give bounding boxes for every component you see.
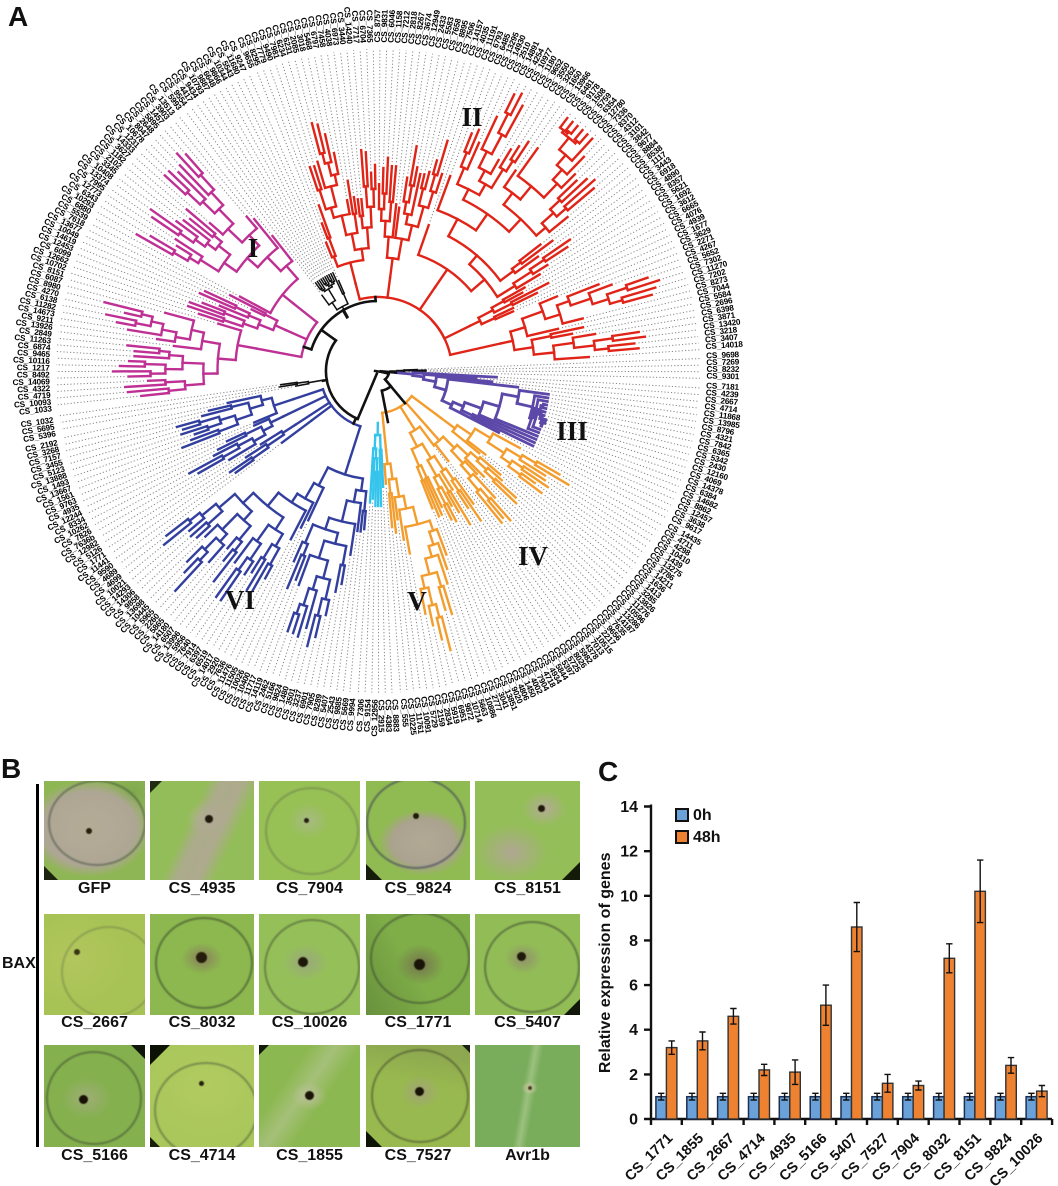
svg-text:CS_1158: CS_1158 bbox=[393, 10, 404, 43]
svg-text:CS_9154: CS_9154 bbox=[362, 699, 372, 733]
svg-text:CS_9698: CS_9698 bbox=[706, 350, 740, 360]
svg-text:CS_555: CS_555 bbox=[399, 698, 410, 728]
svg-text:CS_14018: CS_14018 bbox=[705, 340, 743, 351]
svg-text:CS_4383: CS_4383 bbox=[384, 699, 394, 733]
svg-text:CS_7269: CS_7269 bbox=[706, 358, 740, 368]
svg-text:CS_7306: CS_7306 bbox=[355, 698, 366, 732]
svg-text:0h: 0h bbox=[693, 807, 712, 824]
svg-text:CS_3407: CS_3407 bbox=[705, 333, 739, 345]
svg-text:CS_1033: CS_1033 bbox=[19, 404, 53, 416]
svg-text:CS_11761: CS_11761 bbox=[412, 697, 425, 735]
svg-text:8: 8 bbox=[629, 933, 638, 950]
svg-text:CS_4239: CS_4239 bbox=[705, 388, 739, 399]
svg-text:CS_4714: CS_4714 bbox=[704, 402, 738, 415]
svg-text:CS_6874: CS_6874 bbox=[17, 341, 51, 353]
svg-text:I: I bbox=[248, 233, 259, 263]
svg-text:CS_6704: CS_6704 bbox=[357, 10, 367, 44]
svg-text:CS_9831: CS_9831 bbox=[380, 9, 390, 43]
svg-text:CS_9301: CS_9301 bbox=[706, 372, 740, 382]
svg-text:CS_9994: CS_9994 bbox=[346, 697, 358, 731]
svg-text:C: C bbox=[598, 756, 618, 787]
svg-text:CS_2818: CS_2818 bbox=[407, 10, 420, 44]
svg-text:CS_4719: CS_4719 bbox=[17, 391, 51, 402]
svg-text:CS_4322: CS_4322 bbox=[17, 384, 51, 394]
svg-text:CS_8232: CS_8232 bbox=[706, 365, 739, 374]
svg-text:V: V bbox=[407, 586, 427, 616]
svg-text:CS_14240: CS_14240 bbox=[342, 6, 354, 44]
svg-text:II: II bbox=[461, 102, 482, 132]
svg-text:CS_14069: CS_14069 bbox=[12, 377, 50, 387]
svg-text:CS_11263: CS_11263 bbox=[14, 333, 52, 346]
svg-text:CS_9885: CS_9885 bbox=[331, 696, 344, 730]
svg-text:CS_7717: CS_7717 bbox=[350, 10, 361, 44]
svg-text:Relative expression of genes: Relative expression of genes bbox=[597, 852, 614, 1073]
svg-text:CS_7365: CS_7365 bbox=[365, 10, 374, 44]
svg-text:CS_10116: CS_10116 bbox=[13, 355, 51, 365]
svg-text:48h: 48h bbox=[693, 829, 721, 846]
svg-text:CS_2849: CS_2849 bbox=[19, 326, 53, 339]
svg-text:CS_10093: CS_10093 bbox=[14, 398, 52, 410]
svg-text:CS_3440: CS_3440 bbox=[335, 11, 347, 45]
svg-text:CS_3218: CS_3218 bbox=[704, 325, 738, 338]
svg-text:CS_8492: CS_8492 bbox=[17, 370, 50, 379]
svg-text:CS_9465: CS_9465 bbox=[17, 348, 51, 359]
svg-text:12: 12 bbox=[620, 844, 638, 861]
svg-text:CS_2667: CS_2667 bbox=[705, 395, 739, 407]
svg-text:CS_1217: CS_1217 bbox=[17, 363, 51, 373]
svg-text:4: 4 bbox=[629, 1022, 638, 1039]
svg-text:CS_6973: CS_6973 bbox=[328, 12, 341, 46]
svg-text:10: 10 bbox=[620, 888, 638, 905]
svg-text:CS_5669: CS_5669 bbox=[338, 697, 351, 731]
svg-text:CS_10225: CS_10225 bbox=[406, 698, 418, 736]
svg-text:14: 14 bbox=[620, 799, 638, 816]
svg-text:CS_8267: CS_8267 bbox=[413, 11, 426, 45]
svg-text:VI: VI bbox=[225, 585, 255, 615]
svg-text:CS_7212: CS_7212 bbox=[400, 10, 412, 44]
svg-text:CS_7181: CS_7181 bbox=[706, 381, 740, 392]
svg-text:CS_6046: CS_6046 bbox=[387, 9, 398, 43]
svg-text:CS_8757: CS_8757 bbox=[373, 9, 382, 42]
svg-text:IV: IV bbox=[518, 541, 549, 571]
svg-text:CS_8883: CS_8883 bbox=[390, 699, 400, 733]
svg-text:III: III bbox=[556, 416, 588, 446]
svg-text:CS_2915: CS_2915 bbox=[377, 699, 386, 732]
svg-text:CS_12956: CS_12956 bbox=[370, 699, 380, 737]
svg-text:2: 2 bbox=[629, 1067, 638, 1084]
svg-text:6: 6 bbox=[629, 978, 638, 995]
svg-text:0: 0 bbox=[629, 1112, 638, 1129]
